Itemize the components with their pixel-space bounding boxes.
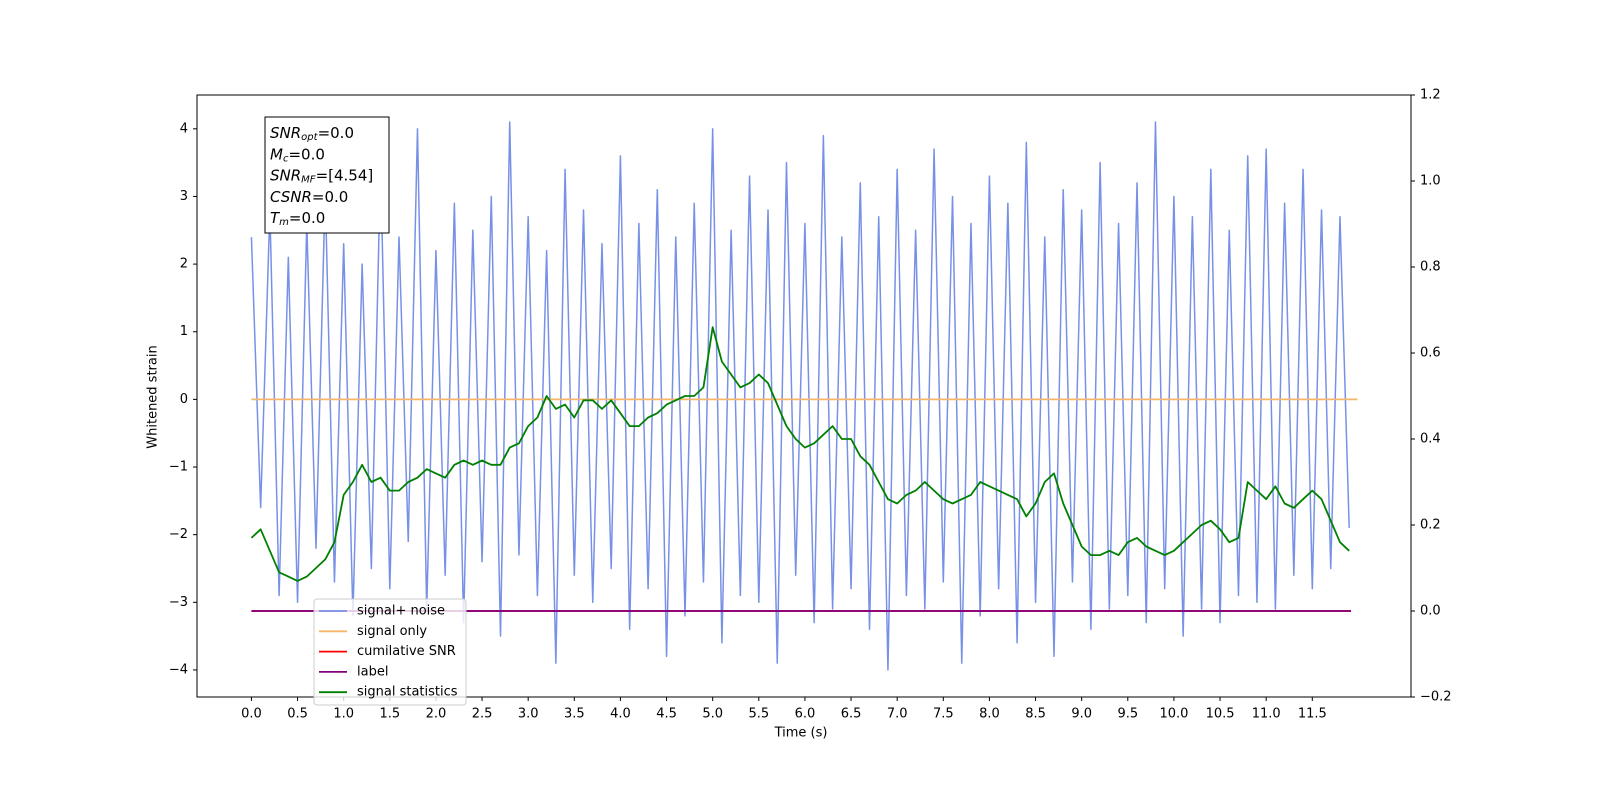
annotation-value: =0.0 bbox=[288, 145, 324, 163]
y2-tick-label: 0.6 bbox=[1420, 346, 1441, 361]
x-tick-label: 3.5 bbox=[564, 707, 585, 722]
x-tick-label: 11.0 bbox=[1252, 707, 1281, 722]
x-tick-label: 4.5 bbox=[656, 707, 677, 722]
y-tick-label: 1 bbox=[180, 324, 188, 339]
x-tick-label: 9.5 bbox=[1117, 707, 1138, 722]
x-tick-label: 6.5 bbox=[841, 707, 862, 722]
x-axis-label: Time (s) bbox=[774, 726, 828, 741]
x-tick-label: 7.5 bbox=[933, 707, 954, 722]
x-tick-label: 11.5 bbox=[1298, 707, 1327, 722]
series-line bbox=[250, 326, 1350, 582]
y2-tick-label: 0.0 bbox=[1420, 604, 1441, 619]
y-tick-label: 3 bbox=[180, 189, 188, 204]
x-tick-label: 1.5 bbox=[379, 707, 400, 722]
annotation-line: Tm=0.0 bbox=[270, 209, 325, 229]
annotation-line: Mc=0.0 bbox=[270, 145, 325, 165]
legend-label: label bbox=[357, 664, 388, 679]
y-tick-label: 2 bbox=[180, 257, 188, 272]
legend-label: signal+ noise bbox=[357, 604, 445, 619]
x-tick-label: 5.0 bbox=[702, 707, 723, 722]
legend-label: cumilative SNR bbox=[357, 644, 456, 659]
annotation-value: =0.0 bbox=[318, 124, 354, 142]
y2-tick-label: 0.2 bbox=[1420, 518, 1441, 533]
annotation-line: CSNR=0.0 bbox=[270, 187, 348, 205]
x-tick-label: 2.0 bbox=[426, 707, 447, 722]
x-tick-label: 3.0 bbox=[518, 707, 539, 722]
y-tick-label: 4 bbox=[180, 121, 188, 136]
y-tick-label: −4 bbox=[169, 662, 188, 677]
plot-frame bbox=[196, 94, 1412, 698]
x-tick-label: 8.5 bbox=[1025, 707, 1046, 722]
annotation-symbol: T bbox=[270, 209, 281, 227]
y-tick-label: −1 bbox=[169, 460, 188, 475]
x-tick-label: 6.0 bbox=[795, 707, 816, 722]
legend-label: signal only bbox=[357, 624, 427, 639]
annotation-value: =0.0 bbox=[289, 209, 325, 227]
x-tick-label: 5.5 bbox=[748, 707, 769, 722]
x-tick-label: 0.0 bbox=[241, 707, 262, 722]
x-tick-label: 0.5 bbox=[287, 707, 308, 722]
annotation-symbol: SNR bbox=[270, 124, 301, 142]
y2-tick-label: 0.4 bbox=[1420, 432, 1441, 447]
annotation-value: =[4.54] bbox=[316, 166, 374, 184]
y-tick-label: −2 bbox=[169, 527, 188, 542]
x-tick-label: 10.0 bbox=[1159, 707, 1188, 722]
y2-tick-label: 1.0 bbox=[1420, 174, 1441, 189]
y-tick-label: −3 bbox=[169, 595, 188, 610]
annotation-subscript: c bbox=[283, 153, 289, 164]
annotation-symbol: CSNR bbox=[270, 187, 312, 205]
x-tick-label: 9.0 bbox=[1071, 707, 1092, 722]
annotation-subscript: m bbox=[279, 217, 289, 228]
annotation-subscript: MF bbox=[301, 175, 316, 186]
x-tick-label: 8.0 bbox=[979, 707, 1000, 722]
series-line bbox=[250, 121, 1350, 671]
legend-label: signal statistics bbox=[357, 685, 458, 700]
y2-tick-label: 0.8 bbox=[1420, 260, 1441, 275]
y2-tick-label: −0.2 bbox=[1420, 690, 1452, 705]
annotation-symbol: SNR bbox=[270, 166, 301, 184]
annotation-symbol: M bbox=[270, 145, 283, 163]
x-tick-label: 7.0 bbox=[887, 707, 908, 722]
y-axis-label: Whitened strain bbox=[146, 345, 161, 448]
annotation-box bbox=[264, 116, 390, 234]
x-tick-label: 10.5 bbox=[1206, 707, 1235, 722]
x-tick-label: 2.5 bbox=[472, 707, 493, 722]
annotation-line: SNRMF=[4.54] bbox=[270, 166, 373, 186]
annotation-line: SNRopt=0.0 bbox=[270, 124, 354, 144]
legend-box bbox=[313, 598, 467, 706]
y-tick-label: 0 bbox=[180, 392, 188, 407]
annotation-value: =0.0 bbox=[312, 187, 348, 205]
annotation-subscript: opt bbox=[301, 132, 318, 143]
x-tick-label: 4.0 bbox=[610, 707, 631, 722]
y2-tick-label: 1.2 bbox=[1420, 88, 1441, 103]
x-tick-label: 1.0 bbox=[333, 707, 354, 722]
